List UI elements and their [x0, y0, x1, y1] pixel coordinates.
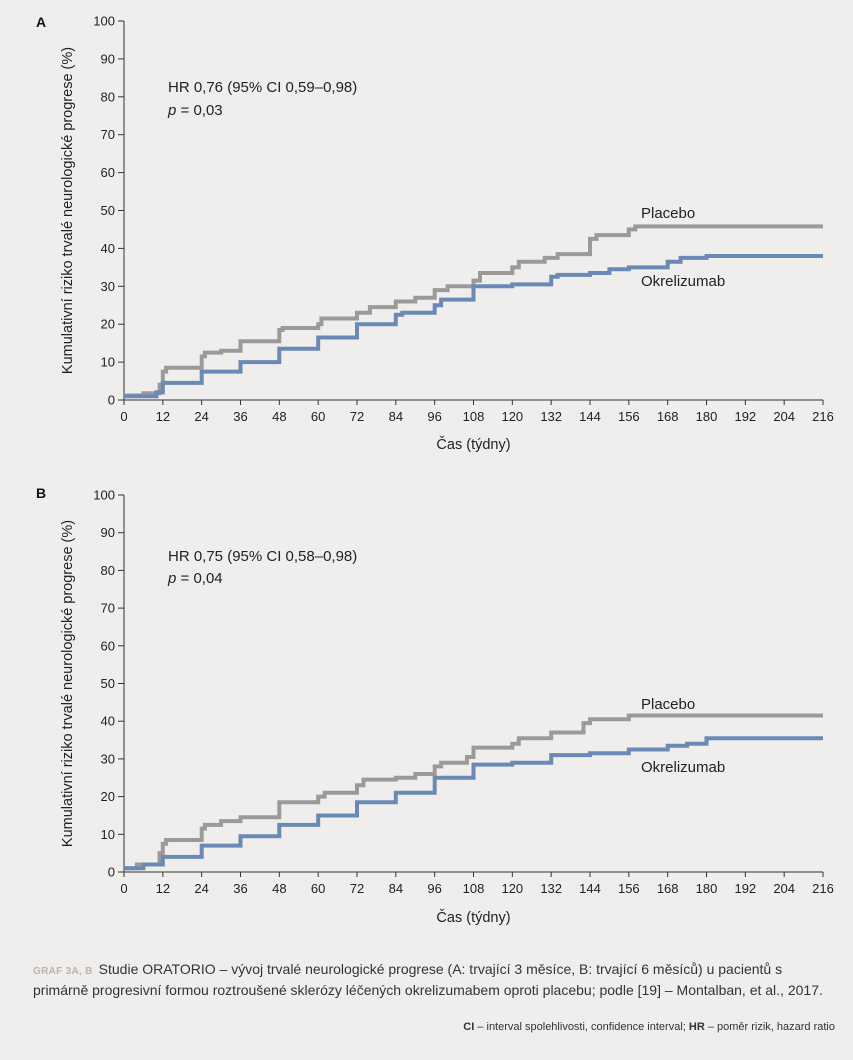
x-tick-label: 192	[734, 409, 756, 424]
x-tick-label: 0	[120, 881, 127, 896]
x-tick-label: 96	[427, 881, 441, 896]
y-tick-label: 30	[101, 751, 115, 766]
series-label-okrelizumab: Okrelizumab	[641, 273, 725, 290]
x-tick-label: 192	[734, 881, 756, 896]
x-tick-label: 144	[579, 881, 601, 896]
series-label-placebo: Placebo	[641, 205, 695, 222]
y-tick-label: 40	[101, 241, 115, 256]
hazard-ratio-text: HR 0,76 (95% CI 0,59–0,98)	[168, 79, 357, 96]
x-tick-label: 216	[812, 409, 834, 424]
caption-text: Studie ORATORIO – vývoj trvalé neurologi…	[33, 961, 823, 998]
x-tick-label: 132	[540, 881, 562, 896]
p-value-number: = 0,03	[176, 102, 222, 119]
y-tick-label: 20	[101, 317, 115, 332]
y-tick-label: 70	[101, 127, 115, 142]
x-tick-label: 168	[657, 409, 679, 424]
x-tick-label: 204	[773, 881, 795, 896]
panel-label: B	[36, 485, 46, 501]
x-tick-label: 72	[350, 409, 364, 424]
x-tick-label: 24	[194, 409, 208, 424]
p-value-text: p = 0,04	[167, 570, 223, 587]
x-tick-label: 156	[618, 881, 640, 896]
footnote-ci-abbr: CI	[463, 1021, 475, 1033]
y-tick-label: 100	[93, 488, 115, 503]
y-axis-label: Kumulativní riziko trvalé neurologické p…	[60, 520, 76, 847]
y-tick-label: 80	[101, 563, 115, 578]
x-tick-label: 132	[540, 409, 562, 424]
y-axis-label: Kumulativní riziko trvalé neurologické p…	[60, 47, 76, 374]
x-tick-label: 48	[272, 881, 286, 896]
x-tick-label: 60	[311, 881, 325, 896]
x-tick-label: 0	[120, 409, 127, 424]
y-tick-label: 80	[101, 89, 115, 104]
series-label-placebo: Placebo	[641, 696, 695, 713]
x-tick-label: 60	[311, 409, 325, 424]
x-tick-label: 84	[389, 409, 403, 424]
x-tick-label: 216	[812, 881, 834, 896]
figure-caption: GRAF 3A, B Studie ORATORIO – vývoj trvalé…	[33, 960, 838, 1000]
y-tick-label: 0	[108, 865, 115, 880]
x-tick-label: 120	[501, 881, 523, 896]
x-axis-label: Čas (týdny)	[436, 436, 510, 453]
x-tick-label: 84	[389, 881, 403, 896]
x-tick-label: 168	[657, 881, 679, 896]
y-tick-label: 90	[101, 525, 115, 540]
x-tick-label: 108	[463, 881, 485, 896]
x-tick-label: 204	[773, 409, 795, 424]
x-tick-label: 144	[579, 409, 601, 424]
y-tick-label: 90	[101, 51, 115, 66]
x-tick-label: 24	[194, 881, 208, 896]
y-tick-label: 50	[101, 676, 115, 691]
p-value-symbol: p	[167, 102, 176, 119]
y-tick-label: 30	[101, 279, 115, 294]
hazard-ratio-text: HR 0,75 (95% CI 0,58–0,98)	[168, 548, 357, 565]
x-tick-label: 36	[233, 881, 247, 896]
footnote-hr-abbr: HR	[688, 1021, 705, 1033]
footnote-hr-text: – poměr rizik, hazard ratio	[704, 1021, 835, 1033]
x-tick-label: 96	[427, 409, 441, 424]
x-tick-label: 12	[156, 409, 170, 424]
y-tick-label: 20	[101, 789, 115, 804]
p-value-number: = 0,04	[176, 570, 222, 587]
series-line-placebo	[124, 224, 823, 398]
x-tick-label: 72	[350, 881, 364, 896]
y-tick-label: 10	[101, 827, 115, 842]
y-tick-label: 60	[101, 165, 115, 180]
series-line-okrelizumab	[124, 736, 823, 871]
x-tick-label: 120	[501, 409, 523, 424]
chart-panel-b: B 0 10 20 30 40 50 60 70 80 90 100 0 12 24 36 48 60 72 84 96…	[36, 485, 834, 926]
y-tick-label: 40	[101, 714, 115, 729]
p-value-text: p = 0,03	[167, 102, 223, 119]
x-tick-label: 12	[156, 881, 170, 896]
y-tick-label: 100	[93, 14, 115, 29]
footnote-ci-text: – interval spolehlivosti, confidence int…	[474, 1021, 689, 1033]
y-tick-label: 10	[101, 355, 115, 370]
x-tick-label: 36	[233, 409, 247, 424]
x-tick-label: 108	[463, 409, 485, 424]
series-line-placebo	[124, 713, 823, 871]
p-value-symbol: p	[167, 570, 176, 587]
x-tick-label: 48	[272, 409, 286, 424]
caption-label: GRAF 3A, B	[33, 966, 93, 977]
abbreviation-footnote: CI – interval spolehlivosti, confidence …	[463, 1021, 835, 1033]
chart-panel-a: A 0 10 20 30 40 50 60 70 80 90 100 0 12 24 36 48 60 72 84 96…	[36, 14, 834, 454]
panel-label: A	[36, 14, 46, 30]
y-tick-label: 60	[101, 638, 115, 653]
y-tick-label: 0	[108, 393, 115, 408]
y-tick-label: 50	[101, 203, 115, 218]
x-tick-label: 156	[618, 409, 640, 424]
series-label-okrelizumab: Okrelizumab	[641, 759, 725, 776]
series-line-okrelizumab	[124, 254, 823, 399]
x-tick-label: 180	[696, 409, 718, 424]
x-axis-label: Čas (týdny)	[436, 909, 510, 926]
x-tick-label: 180	[696, 881, 718, 896]
y-tick-label: 70	[101, 601, 115, 616]
